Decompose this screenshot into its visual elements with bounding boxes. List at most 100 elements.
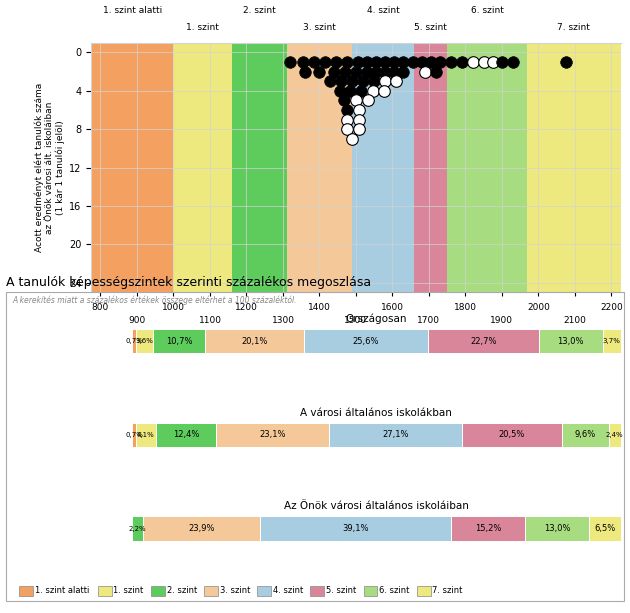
Text: 1400: 1400 bbox=[308, 303, 331, 312]
Point bbox=[347, 134, 357, 143]
Point bbox=[389, 67, 399, 77]
Point bbox=[353, 115, 364, 124]
Point bbox=[342, 124, 352, 134]
Text: 1. szint alatti: 1. szint alatti bbox=[35, 587, 89, 595]
Text: 1100: 1100 bbox=[198, 316, 222, 325]
Point bbox=[342, 57, 352, 67]
Point bbox=[342, 115, 352, 124]
Point bbox=[426, 57, 436, 67]
Text: 27,1%: 27,1% bbox=[382, 430, 409, 440]
Text: 2200: 2200 bbox=[600, 303, 623, 312]
Point bbox=[336, 77, 346, 86]
Text: 1700: 1700 bbox=[418, 316, 440, 325]
Point bbox=[561, 57, 571, 67]
Text: 7. szint: 7. szint bbox=[432, 587, 463, 595]
Point bbox=[391, 77, 401, 86]
Text: 15,2%: 15,2% bbox=[475, 524, 501, 533]
Point bbox=[497, 57, 507, 67]
Point bbox=[369, 77, 379, 86]
Text: 900: 900 bbox=[129, 316, 146, 325]
Bar bbox=[415, 43, 447, 292]
Text: A kerekítés miatt a százalékos értékek összege eltérhet a 100 százaléktól.: A kerekítés miatt a százalékos értékek ö… bbox=[13, 295, 297, 305]
Point bbox=[329, 67, 339, 77]
Bar bbox=[91, 43, 173, 292]
Point bbox=[285, 57, 295, 67]
Point bbox=[325, 77, 335, 86]
Bar bbox=[527, 43, 621, 292]
Text: 3. szint: 3. szint bbox=[303, 23, 336, 32]
Point bbox=[380, 77, 390, 86]
Point bbox=[389, 57, 399, 67]
Point bbox=[351, 67, 361, 77]
Text: 1000: 1000 bbox=[162, 303, 185, 312]
Point bbox=[363, 96, 373, 105]
Point bbox=[347, 77, 357, 86]
Text: 1. szint: 1. szint bbox=[113, 587, 144, 595]
Point bbox=[416, 57, 427, 67]
Text: 4. szint: 4. szint bbox=[273, 587, 303, 595]
Point bbox=[335, 86, 345, 96]
Text: 22,7%: 22,7% bbox=[471, 337, 497, 346]
Text: 10,7%: 10,7% bbox=[166, 337, 193, 346]
Text: 2,4%: 2,4% bbox=[606, 432, 624, 438]
Point bbox=[320, 57, 330, 67]
Text: 0,7%: 0,7% bbox=[125, 338, 143, 344]
Point bbox=[457, 57, 467, 67]
Text: 1500: 1500 bbox=[345, 316, 367, 325]
Text: 12,4%: 12,4% bbox=[173, 430, 199, 440]
Point bbox=[371, 67, 381, 77]
Point bbox=[508, 57, 518, 67]
Point bbox=[314, 67, 324, 77]
Point bbox=[479, 57, 489, 67]
Point bbox=[431, 67, 441, 77]
Text: 9,6%: 9,6% bbox=[575, 430, 596, 440]
Text: 13,0%: 13,0% bbox=[558, 337, 584, 346]
Bar bbox=[287, 43, 352, 292]
Text: 800: 800 bbox=[92, 303, 109, 312]
Text: 25,6%: 25,6% bbox=[353, 337, 379, 346]
Text: 2000: 2000 bbox=[527, 303, 550, 312]
Text: A városi általános iskolákban: A városi általános iskolákban bbox=[301, 408, 452, 417]
Point bbox=[362, 67, 372, 77]
Text: 3. szint: 3. szint bbox=[220, 587, 250, 595]
Text: 4. szint: 4. szint bbox=[367, 6, 399, 15]
Bar bbox=[232, 43, 287, 292]
Text: 1600: 1600 bbox=[381, 303, 404, 312]
Point bbox=[379, 86, 389, 96]
Text: Az Önök városi általános iskoláiban: Az Önök városi általános iskoláiban bbox=[284, 501, 469, 511]
Point bbox=[300, 67, 310, 77]
Point bbox=[340, 67, 350, 77]
Y-axis label: Acott eredményt elért tanulók száma
az Önök városi ált. iskoláiban
(1 kár 1 tanu: Acott eredményt elért tanulók száma az Ö… bbox=[34, 83, 65, 252]
Text: A tanulók képességszintek szerinti százalékos megoszlása: A tanulók képességszintek szerinti száza… bbox=[6, 276, 372, 289]
Text: 2100: 2100 bbox=[563, 316, 587, 325]
Point bbox=[371, 57, 381, 67]
Text: 4,1%: 4,1% bbox=[137, 432, 154, 438]
Point bbox=[398, 67, 408, 77]
Text: Országosan: Országosan bbox=[346, 313, 407, 324]
Text: 7. szint: 7. szint bbox=[558, 23, 590, 32]
Text: 23,1%: 23,1% bbox=[260, 430, 286, 440]
Text: 1. szint alatti: 1. szint alatti bbox=[103, 6, 162, 15]
Point bbox=[380, 57, 390, 67]
Point bbox=[339, 96, 349, 105]
Point bbox=[369, 86, 379, 96]
Point bbox=[345, 86, 355, 96]
Text: 23,9%: 23,9% bbox=[188, 524, 215, 533]
Text: 3,7%: 3,7% bbox=[602, 338, 621, 344]
Text: 6. szint: 6. szint bbox=[471, 6, 504, 15]
Text: 0,7%: 0,7% bbox=[125, 432, 143, 438]
Text: 3,6%: 3,6% bbox=[135, 338, 154, 344]
Point bbox=[353, 105, 364, 115]
Point bbox=[342, 105, 352, 115]
Bar bbox=[447, 43, 527, 292]
Point bbox=[351, 96, 361, 105]
Text: 20,1%: 20,1% bbox=[241, 337, 268, 346]
Text: 13,0%: 13,0% bbox=[544, 524, 570, 533]
Bar bbox=[352, 43, 415, 292]
Text: 1. szint: 1. szint bbox=[186, 23, 219, 32]
Point bbox=[362, 57, 372, 67]
Text: 1200: 1200 bbox=[235, 303, 258, 312]
Point bbox=[331, 57, 341, 67]
Point bbox=[309, 57, 319, 67]
Point bbox=[446, 57, 456, 67]
